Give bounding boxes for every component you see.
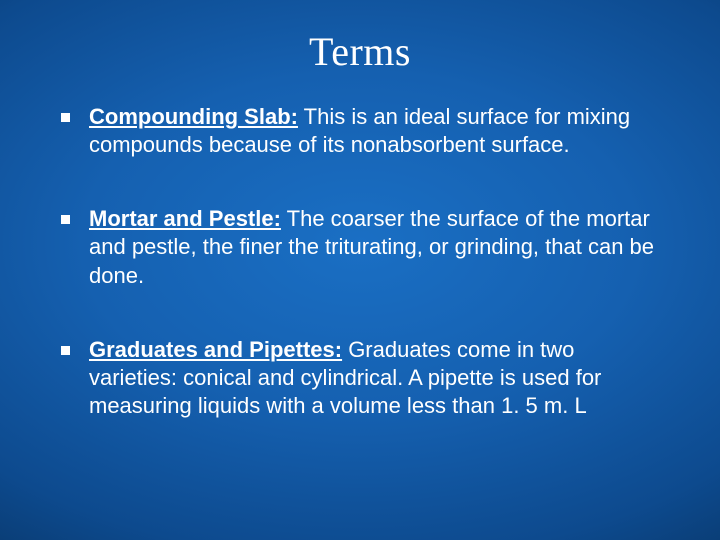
- list-item: Compounding Slab: This is an ideal surfa…: [55, 103, 665, 159]
- term-label: Compounding Slab:: [89, 104, 298, 129]
- bullet-list: Compounding Slab: This is an ideal surfa…: [55, 103, 665, 420]
- term-label: Graduates and Pipettes:: [89, 337, 342, 362]
- list-item: Mortar and Pestle: The coarser the surfa…: [55, 205, 665, 289]
- list-item: Graduates and Pipettes: Graduates come i…: [55, 336, 665, 420]
- slide-title: Terms: [55, 28, 665, 75]
- term-label: Mortar and Pestle:: [89, 206, 281, 231]
- slide: Terms Compounding Slab: This is an ideal…: [0, 0, 720, 540]
